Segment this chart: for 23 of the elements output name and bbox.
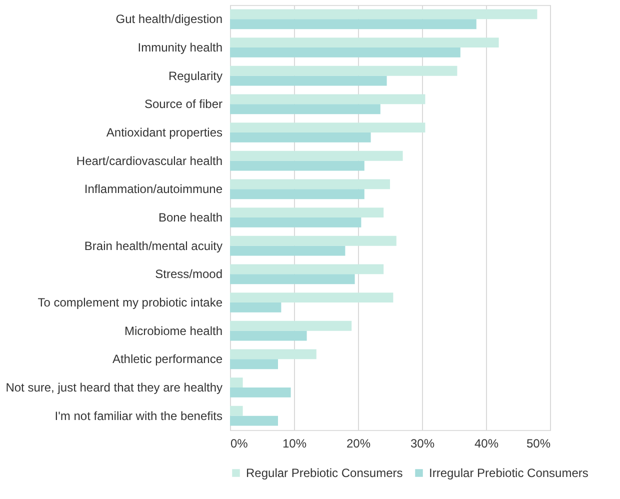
x-tick-label: 30% — [410, 436, 435, 450]
y-tick-label: I'm not familiar with the benefits — [54, 408, 222, 423]
legend-label: Regular Prebiotic Consumers — [246, 466, 403, 480]
y-tick-label: Stress/mood — [155, 267, 222, 282]
x-tick-label: 50% — [526, 436, 551, 450]
y-tick-label: Antioxidant properties — [106, 126, 222, 140]
y-tick-label: Heart/cardiovascular health — [76, 154, 222, 168]
x-tick-label: 40% — [474, 436, 499, 450]
y-tick-label: Regularity — [168, 68, 222, 83]
y-tick-label: Not sure, just heard that they are healthy — [6, 380, 222, 394]
y-tick-label: Immunity health — [138, 40, 222, 54]
x-tick-label: 10% — [282, 436, 307, 450]
y-tick-label: Gut health/digestion — [116, 12, 222, 26]
y-tick-label: Inflammation/autoimmune — [84, 182, 223, 196]
x-tick-label: 0% — [230, 436, 248, 450]
y-tick-label: Athletic performance — [112, 352, 223, 366]
y-tick-label: Bone health — [158, 210, 222, 224]
y-tick-label: Source of fiber — [144, 97, 222, 112]
legend-label: Irregular Prebiotic Consumers — [429, 466, 588, 480]
y-tick-label: Brain health/mental acuity — [84, 238, 222, 253]
y-tick-label: To complement my probiotic intake — [38, 296, 223, 310]
y-tick-label: Microbiome health — [124, 324, 222, 338]
x-tick-label: 20% — [346, 436, 371, 450]
